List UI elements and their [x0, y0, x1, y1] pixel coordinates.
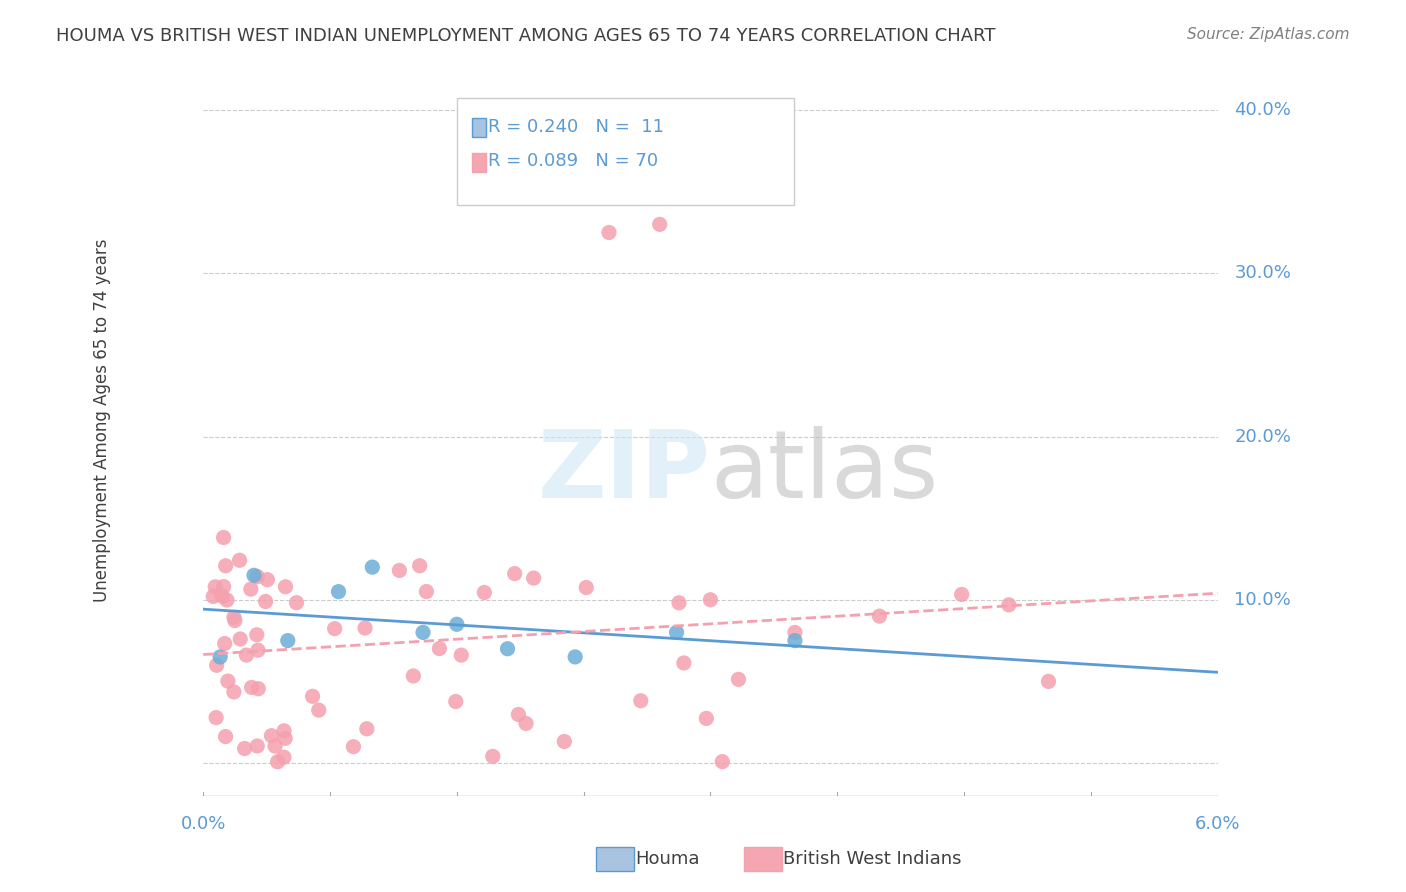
Point [429, 641, 451, 656]
Point [301, 690, 323, 704]
Point [523, 571, 546, 585]
Point [274, 731, 297, 746]
Point [672, 656, 695, 670]
Point [273, 750, 295, 764]
Point [342, 739, 364, 754]
Point [361, 560, 384, 574]
Text: British West Indians: British West Indians [783, 850, 962, 868]
Point [450, 648, 472, 662]
Point [783, 625, 806, 640]
Point [202, 590, 225, 604]
Point [212, 531, 235, 545]
Point [402, 669, 425, 683]
Point [205, 658, 228, 673]
Point [598, 226, 620, 240]
Point [711, 755, 734, 769]
Point [388, 563, 411, 577]
Point [240, 681, 263, 695]
Point [246, 643, 269, 657]
Point [575, 581, 598, 595]
Point [515, 716, 537, 731]
Point [630, 694, 652, 708]
Point [277, 633, 299, 648]
Point [246, 739, 269, 753]
Text: 30.0%: 30.0% [1234, 264, 1291, 283]
Point [215, 558, 238, 573]
Text: ZIP: ZIP [537, 426, 710, 518]
Point [998, 598, 1021, 612]
Point [222, 610, 245, 624]
Point [228, 553, 250, 567]
Point [229, 632, 252, 646]
Point [246, 628, 269, 642]
Point [496, 641, 519, 656]
Text: Houma: Houma [636, 850, 700, 868]
Point [239, 582, 262, 596]
Point [260, 729, 283, 743]
Point [222, 685, 245, 699]
Point [564, 649, 586, 664]
Point [273, 723, 295, 738]
Point [446, 617, 468, 632]
Point [950, 587, 973, 601]
Point [665, 625, 688, 640]
Point [668, 596, 690, 610]
Point [256, 573, 278, 587]
Point [868, 609, 890, 624]
Point [648, 218, 671, 232]
Text: HOUMA VS BRITISH WEST INDIAN UNEMPLOYMENT AMONG AGES 65 TO 74 YEARS CORRELATION : HOUMA VS BRITISH WEST INDIAN UNEMPLOYMEN… [56, 27, 995, 45]
Point [328, 584, 350, 599]
Point [408, 558, 430, 573]
Point [204, 580, 226, 594]
Point [356, 722, 378, 736]
Point [354, 621, 377, 635]
Text: Source: ZipAtlas.com: Source: ZipAtlas.com [1187, 27, 1350, 42]
Text: 40.0%: 40.0% [1234, 101, 1291, 120]
Point [205, 710, 228, 724]
Text: 0.0%: 0.0% [180, 815, 226, 833]
Point [243, 568, 266, 582]
Point [224, 614, 246, 628]
Text: 6.0%: 6.0% [1195, 815, 1240, 833]
Point [264, 739, 287, 753]
Point [274, 580, 297, 594]
Point [508, 707, 530, 722]
Text: R = 0.089   N = 70: R = 0.089 N = 70 [488, 152, 658, 169]
Point [553, 734, 575, 748]
Point [415, 584, 437, 599]
Point [412, 625, 434, 640]
Point [266, 755, 288, 769]
Point [214, 730, 236, 744]
Point [215, 593, 238, 607]
Point [503, 566, 526, 581]
Point [254, 594, 277, 608]
Point [246, 569, 269, 583]
Text: Unemployment Among Ages 65 to 74 years: Unemployment Among Ages 65 to 74 years [93, 238, 111, 602]
Point [285, 596, 308, 610]
Point [699, 592, 721, 607]
Point [783, 633, 806, 648]
Text: 20.0%: 20.0% [1234, 427, 1291, 445]
Point [214, 636, 236, 650]
Point [323, 622, 346, 636]
Point [472, 585, 495, 599]
Point [235, 648, 257, 662]
Point [212, 580, 235, 594]
Point [247, 681, 270, 696]
Point [481, 749, 503, 764]
Point [233, 741, 256, 756]
Point [695, 711, 717, 725]
Text: atlas: atlas [710, 426, 939, 518]
Point [217, 674, 239, 689]
Point [727, 673, 749, 687]
Point [444, 694, 467, 708]
Point [308, 703, 330, 717]
Point [1038, 674, 1060, 689]
Text: 10.0%: 10.0% [1234, 591, 1291, 608]
Text: R = 0.240   N =  11: R = 0.240 N = 11 [488, 118, 664, 136]
Point [211, 589, 233, 603]
Point [209, 649, 232, 664]
